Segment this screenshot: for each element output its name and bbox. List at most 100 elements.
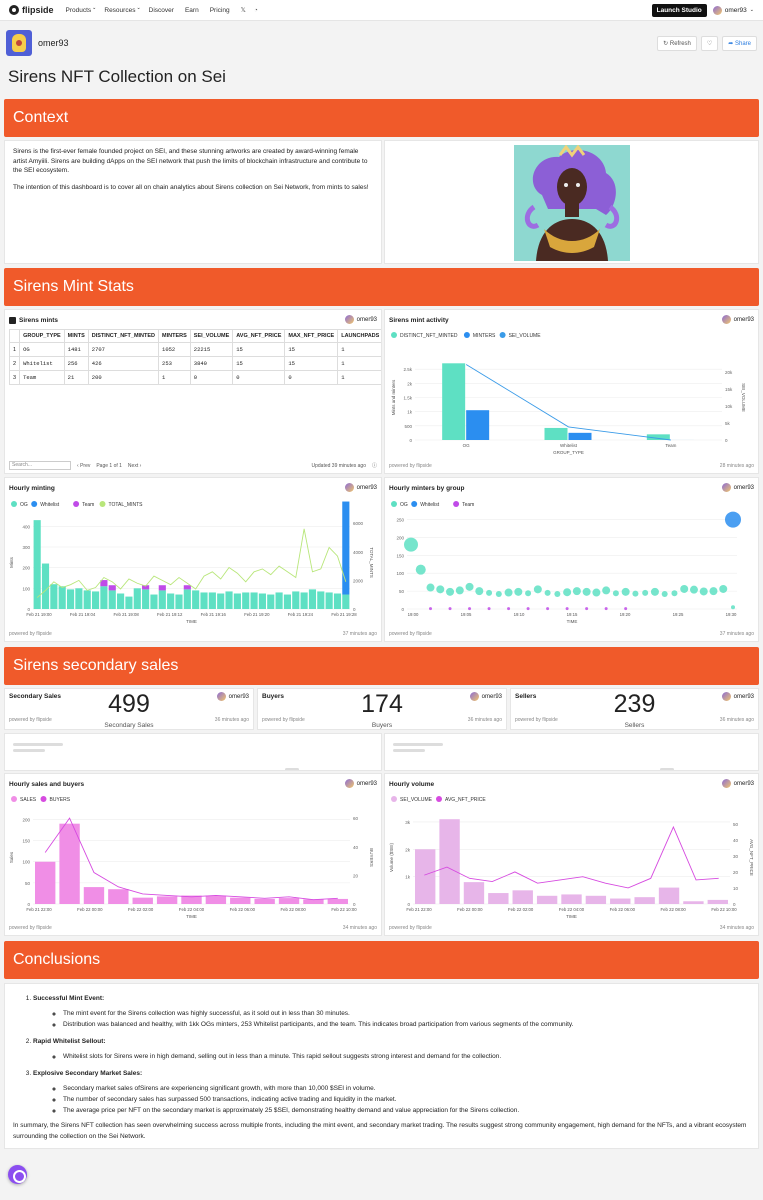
powered-by[interactable]: powered by flipside bbox=[389, 463, 432, 469]
card-author[interactable]: omer93 bbox=[344, 483, 377, 492]
bar bbox=[150, 594, 158, 609]
scatter-point bbox=[455, 586, 464, 595]
profile-name[interactable]: omer93 bbox=[38, 38, 69, 48]
y-tick-label: 0 bbox=[409, 438, 412, 443]
mints-table-card: Sirens mints omer93 GROUP_TYPE MINTS DIS… bbox=[4, 309, 382, 474]
powered-by[interactable]: powered by flipside bbox=[9, 925, 52, 931]
table-header[interactable]: GROUP_TYPE bbox=[19, 329, 65, 343]
y2-tick-label: 10k bbox=[725, 404, 733, 409]
card-author[interactable]: omer93 bbox=[721, 315, 754, 324]
table-header[interactable]: MINTERS bbox=[158, 329, 191, 343]
share-button[interactable]: ➦ Share bbox=[722, 35, 757, 51]
powered-by[interactable]: powered by flipside bbox=[262, 717, 305, 723]
chart-svg: SALES BUYERS 0 50 100 150 200 0 20 40 60 Sales BUYER… bbox=[9, 796, 374, 919]
nav-earn[interactable]: Earn bbox=[184, 6, 199, 14]
help-chat-button[interactable] bbox=[8, 1165, 27, 1184]
table-pager: Search... ‹ Prev Page 1 of 1 Next › Upda… bbox=[9, 461, 377, 470]
y2-tick-label: 4000 bbox=[353, 550, 364, 555]
card-footer: powered by flipside 37 minutes ago bbox=[389, 631, 754, 637]
table-header[interactable]: MAX_NFT_PRICE bbox=[284, 329, 339, 343]
info-icon[interactable]: ⓘ bbox=[371, 463, 377, 469]
bar bbox=[75, 588, 83, 609]
refresh-label: Refresh bbox=[669, 40, 691, 47]
scatter-point bbox=[436, 585, 445, 594]
table-header[interactable]: AVG_NFT_PRICE bbox=[232, 329, 286, 343]
card-author[interactable]: omer93 bbox=[721, 779, 754, 788]
discord-icon[interactable]: ◔ bbox=[253, 6, 258, 14]
legend-label: DISTINCT_NFT_MINTED bbox=[400, 333, 458, 339]
bar bbox=[466, 410, 490, 440]
scatter-point bbox=[680, 584, 689, 593]
x-axis-label: GROUP_TYPE bbox=[553, 450, 584, 455]
nav-products[interactable]: Products bbox=[65, 6, 92, 14]
y2-tick-label: 20 bbox=[353, 873, 359, 878]
updated-time: 34 minutes ago bbox=[719, 925, 754, 931]
updated-time: 37 minutes ago bbox=[342, 631, 377, 637]
powered-by[interactable]: powered by flipside bbox=[9, 631, 52, 637]
card-author[interactable]: omer93 bbox=[216, 692, 249, 701]
refresh-button[interactable]: ↻ Refresh bbox=[657, 35, 697, 51]
nav-discover[interactable]: Discover bbox=[148, 6, 174, 14]
bar bbox=[250, 592, 258, 609]
table-cell: 1 bbox=[8, 342, 21, 357]
loading-bar bbox=[393, 749, 425, 752]
table-header[interactable]: DISTINCT_NFT_MINTED bbox=[87, 329, 160, 343]
like-button[interactable]: ♡ bbox=[700, 35, 719, 51]
prev-button[interactable]: ‹ Prev bbox=[77, 462, 91, 469]
y2-axis-label: SEI_VOLUME bbox=[741, 383, 746, 412]
launch-studio-button[interactable]: Launch Studio bbox=[651, 3, 707, 17]
legend-label: Whitelist bbox=[420, 502, 440, 508]
bar bbox=[175, 594, 183, 609]
x-axis-label: TIME bbox=[186, 619, 197, 624]
table-cell: Team bbox=[19, 370, 65, 385]
twitter-icon[interactable]: 𝕏 bbox=[240, 7, 246, 14]
bar bbox=[108, 585, 116, 591]
scatter-point bbox=[486, 589, 493, 596]
table-header[interactable]: LAUNCHPADS bbox=[337, 329, 381, 343]
nav-pricing[interactable]: Pricing bbox=[209, 6, 230, 14]
user-menu[interactable]: omer93 ⌄ bbox=[712, 5, 754, 15]
bar bbox=[167, 593, 175, 609]
powered-by[interactable]: powered by flipside bbox=[389, 631, 432, 637]
updated-time: 36 minutes ago bbox=[719, 717, 754, 723]
brand-logo[interactable]: flipside bbox=[9, 5, 54, 15]
table-row: 1 OG 1481 2707 1052 22215 15 15 1 bbox=[8, 342, 381, 357]
kpi-label: Buyers bbox=[371, 722, 393, 729]
avatar bbox=[344, 483, 354, 492]
powered-by[interactable]: powered by flipside bbox=[9, 717, 52, 723]
bar bbox=[512, 890, 533, 904]
avatar[interactable] bbox=[6, 30, 32, 56]
conclusion-summary: In summary, the Sirens NFT collection ha… bbox=[13, 1122, 747, 1140]
card-author[interactable]: omer93 bbox=[721, 692, 754, 701]
y-tick-label: 0 bbox=[27, 607, 30, 612]
bar bbox=[183, 589, 191, 609]
card-title: Hourly minters by group bbox=[389, 485, 465, 492]
bar bbox=[342, 501, 350, 595]
table-cell: 15 bbox=[284, 356, 339, 371]
powered-by[interactable]: powered by flipside bbox=[389, 925, 432, 931]
powered-by[interactable]: powered by flipside bbox=[515, 717, 558, 723]
card-author[interactable]: omer93 bbox=[344, 315, 377, 324]
search-input[interactable]: Search... bbox=[9, 461, 71, 470]
x-axis-label: TIME bbox=[186, 914, 197, 919]
card-author[interactable]: omer93 bbox=[721, 483, 754, 492]
table-header[interactable]: MINTS bbox=[63, 329, 89, 343]
profile-bar: omer93 ↻ Refresh ♡ ➦ Share bbox=[0, 21, 763, 65]
x-tick-label: 19:05 bbox=[461, 612, 472, 617]
nav-resources[interactable]: Resources bbox=[104, 6, 136, 14]
bar bbox=[33, 520, 41, 609]
legend-label: TOTAL_MINTS bbox=[109, 502, 144, 508]
siren-artwork bbox=[514, 145, 630, 261]
bar bbox=[415, 849, 436, 904]
next-button[interactable]: Next › bbox=[127, 462, 142, 469]
loading-bar bbox=[13, 749, 45, 752]
section-mint-stats: Sirens Mint Stats bbox=[4, 268, 759, 306]
bar bbox=[242, 592, 250, 609]
x-tick-label: Feb 22 10:00 bbox=[711, 907, 737, 912]
card-author[interactable]: omer93 bbox=[344, 779, 377, 788]
y-tick-label: 50 bbox=[25, 881, 31, 886]
x-axis-label: TIME bbox=[567, 619, 578, 624]
x-tick-label: Feb 21 22:00 bbox=[406, 907, 432, 912]
table-header[interactable]: SEI_VOLUME bbox=[189, 329, 234, 343]
card-author[interactable]: omer93 bbox=[469, 692, 502, 701]
